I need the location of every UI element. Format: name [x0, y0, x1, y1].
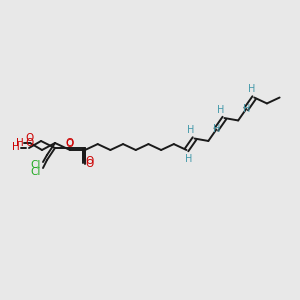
Text: O: O: [86, 156, 94, 166]
Text: H: H: [242, 104, 250, 114]
Text: O: O: [25, 138, 33, 148]
Text: H: H: [188, 125, 195, 135]
Text: O: O: [86, 159, 94, 169]
Text: H: H: [213, 124, 220, 134]
Text: O: O: [25, 133, 33, 143]
Text: H: H: [12, 142, 20, 152]
Text: Cl: Cl: [31, 160, 41, 170]
Text: H: H: [217, 105, 225, 115]
Text: H: H: [185, 154, 193, 164]
Text: O: O: [66, 139, 74, 149]
Text: H: H: [16, 138, 24, 148]
Text: O: O: [65, 138, 73, 148]
Text: H: H: [248, 84, 256, 94]
Text: Cl: Cl: [31, 167, 41, 177]
